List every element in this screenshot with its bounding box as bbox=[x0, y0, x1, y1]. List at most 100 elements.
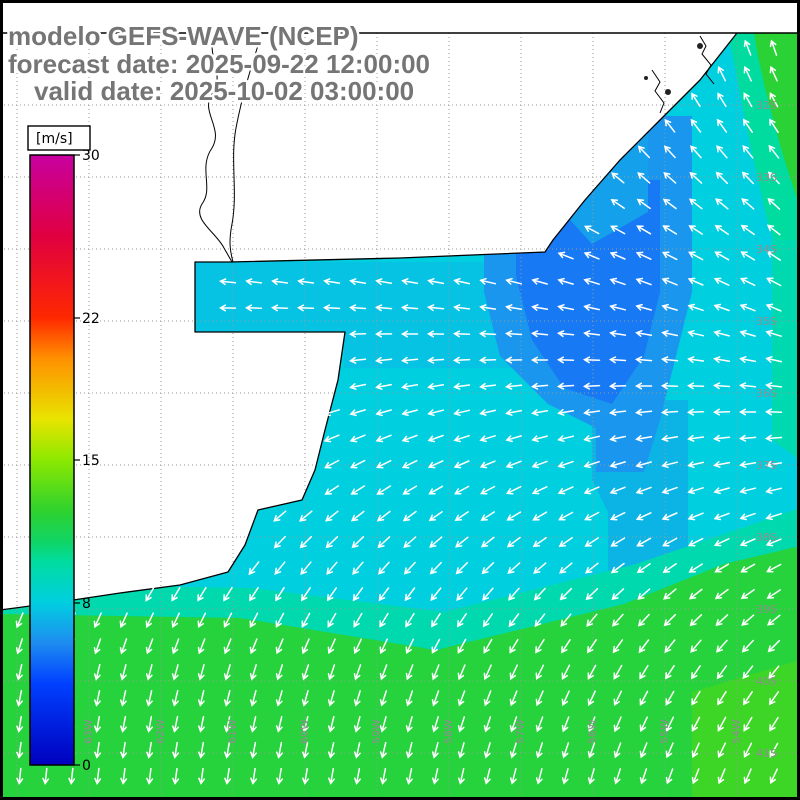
wind-arrow bbox=[662, 225, 678, 235]
wind-arrow bbox=[480, 536, 495, 548]
wind-arrow bbox=[584, 562, 599, 574]
wind-arrow bbox=[301, 638, 310, 655]
wind-arrow bbox=[223, 689, 231, 707]
wind-arrow bbox=[713, 356, 731, 364]
wind-arrow bbox=[353, 690, 361, 707]
wind-arrow bbox=[739, 538, 756, 547]
wind-arrow bbox=[530, 356, 549, 364]
wind-arrow bbox=[664, 118, 676, 133]
latitude-label: 34S bbox=[756, 243, 777, 256]
wind-arrow bbox=[688, 198, 703, 210]
longitude-label: 62W bbox=[154, 719, 167, 744]
wind-arrow bbox=[171, 689, 179, 707]
wind-arrow bbox=[15, 612, 24, 629]
wind-arrow bbox=[635, 303, 652, 311]
wind-arrow bbox=[665, 690, 675, 706]
latitude-label: 32S bbox=[756, 99, 777, 112]
wind-arrow bbox=[743, 716, 753, 732]
wind-arrow bbox=[739, 512, 756, 521]
wind-arrow bbox=[198, 741, 205, 759]
wind-arrow bbox=[613, 768, 622, 785]
wind-arrow bbox=[375, 278, 393, 286]
wind-arrow bbox=[691, 742, 700, 759]
wind-arrow bbox=[375, 356, 393, 364]
wind-arrow bbox=[687, 512, 704, 521]
wind-arrow bbox=[273, 510, 287, 522]
wind-arrow bbox=[613, 664, 623, 680]
wind-arrow bbox=[534, 613, 546, 628]
wind-arrow bbox=[223, 638, 232, 655]
wind-arrow bbox=[509, 767, 517, 785]
wind-arrow bbox=[483, 690, 492, 707]
wind-arrow bbox=[94, 689, 101, 707]
wind-arrow bbox=[765, 512, 782, 521]
wind-arrow bbox=[765, 460, 783, 468]
wind-arrow bbox=[766, 277, 782, 287]
wind-arrow bbox=[505, 356, 523, 364]
wind-arrow bbox=[171, 612, 180, 629]
wind-arrow bbox=[557, 251, 574, 260]
wind-arrow bbox=[483, 664, 492, 681]
colorbar-tick-22: 22 bbox=[82, 311, 100, 327]
wind-arrow bbox=[533, 562, 547, 574]
wind-arrow bbox=[639, 690, 649, 706]
wind-arrow bbox=[94, 715, 101, 733]
wind-arrow bbox=[714, 251, 730, 261]
wind-arrow bbox=[660, 356, 679, 364]
wind-arrow bbox=[613, 690, 623, 707]
wind-arrow bbox=[453, 460, 470, 469]
wind-arrow bbox=[453, 409, 471, 417]
wind-arrow bbox=[171, 664, 179, 681]
wind-arrow bbox=[713, 461, 731, 468]
wind-arrow bbox=[767, 171, 780, 185]
wind-arrow bbox=[561, 638, 571, 654]
wind-arrow bbox=[16, 741, 24, 759]
wind-arrow bbox=[613, 742, 622, 759]
wind-arrow bbox=[172, 741, 180, 759]
wind-arrow bbox=[454, 485, 470, 495]
wind-arrow bbox=[609, 303, 627, 311]
wind-arrow bbox=[661, 434, 679, 442]
wind-arrow bbox=[738, 408, 757, 416]
wind-arrow bbox=[430, 587, 442, 602]
river-path bbox=[229, 32, 263, 263]
colorbar-unit-label: [m/s] bbox=[36, 131, 73, 147]
wind-arrow bbox=[639, 768, 648, 785]
wind-arrow bbox=[508, 587, 520, 601]
wind-arrow bbox=[584, 537, 600, 547]
wind-arrow bbox=[740, 251, 756, 261]
wind-arrow bbox=[661, 330, 679, 337]
wind-arrow bbox=[635, 356, 653, 364]
wind-arrow bbox=[349, 383, 367, 390]
wind-arrow bbox=[145, 664, 153, 681]
wind-arrow bbox=[767, 639, 781, 653]
wind-arrow bbox=[349, 459, 366, 469]
wind-arrow bbox=[583, 330, 601, 338]
wind-arrow bbox=[635, 251, 652, 260]
wind-arrow bbox=[479, 435, 496, 443]
wind-arrow bbox=[689, 171, 703, 184]
wind-arrow bbox=[429, 536, 443, 548]
wind-arrow bbox=[250, 767, 258, 785]
wind-arrow bbox=[661, 512, 678, 521]
wind-arrow bbox=[454, 511, 469, 522]
wind-arrow bbox=[120, 715, 127, 733]
wind-arrow bbox=[324, 485, 340, 495]
wind-arrow bbox=[557, 486, 574, 495]
wind-arrow bbox=[401, 356, 419, 364]
wind-arrow bbox=[769, 118, 779, 134]
wind-arrow bbox=[326, 587, 338, 602]
wind-arrow bbox=[583, 408, 601, 416]
wind-arrow bbox=[401, 434, 418, 443]
wind-arrow bbox=[452, 330, 471, 338]
wind-arrow bbox=[428, 485, 444, 495]
wind-arrow bbox=[275, 612, 285, 628]
longitude-label: 59W bbox=[370, 719, 383, 744]
wind-arrow bbox=[688, 563, 704, 573]
wind-arrow bbox=[301, 690, 309, 707]
field-region-estuary bbox=[195, 262, 556, 368]
wind-arrow bbox=[426, 356, 445, 364]
wind-arrow bbox=[768, 665, 780, 679]
wind-arrow bbox=[637, 613, 650, 627]
wind-arrow bbox=[557, 435, 575, 443]
